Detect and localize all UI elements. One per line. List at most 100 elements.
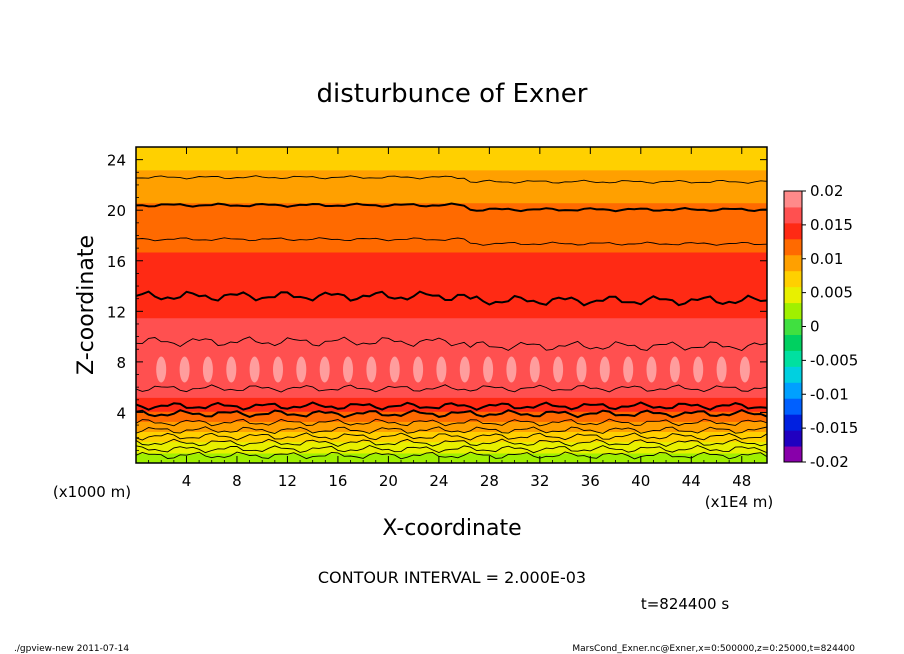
contour-band	[136, 345, 767, 348]
contour-band	[136, 259, 767, 262]
colorbar-swatch	[784, 446, 802, 463]
contour-band	[136, 206, 767, 209]
contour-band	[136, 325, 767, 328]
contour-band	[136, 433, 767, 436]
colorbar-label: 0.02	[810, 182, 843, 200]
contour-band	[136, 406, 767, 408]
contour-band	[136, 205, 767, 207]
contour-band	[136, 216, 767, 219]
colorbar-swatch	[784, 382, 802, 399]
contour-band	[136, 277, 767, 280]
contour-band	[136, 207, 767, 210]
y-tick-label: 12	[107, 303, 126, 321]
contour-band	[136, 192, 767, 195]
contour-band	[136, 297, 767, 300]
contour-band	[136, 221, 767, 224]
maximum-blob	[529, 356, 540, 383]
maximum-blob	[646, 356, 657, 383]
contour-band	[136, 232, 767, 235]
colorbar-swatch	[784, 254, 802, 272]
contour-band	[136, 380, 767, 383]
contour-band	[136, 318, 767, 321]
contour-band	[136, 379, 767, 382]
contour-band	[136, 191, 767, 194]
maximum-blob	[389, 356, 400, 383]
contour-band	[136, 150, 767, 153]
contour-band	[136, 346, 767, 349]
contour-band	[136, 203, 767, 206]
contour-band	[136, 322, 767, 325]
contour-band	[136, 198, 767, 201]
contour-band	[136, 245, 767, 248]
contour-band	[136, 420, 767, 422]
x-axis-label: X-coordinate	[382, 516, 521, 541]
contour-band	[136, 428, 767, 431]
contour-band	[136, 302, 767, 305]
x-tick-label: 36	[581, 472, 600, 490]
contour-band	[136, 217, 767, 220]
contour-band	[136, 403, 767, 406]
contour-line	[136, 237, 767, 246]
maximum-blob	[693, 356, 704, 383]
maximum-blob	[459, 356, 470, 383]
contour-band	[136, 167, 767, 170]
contour-band	[136, 354, 767, 357]
contour-band	[136, 291, 767, 293]
x-tick-label: 32	[530, 472, 549, 490]
contour-band	[136, 280, 767, 283]
contour-band	[136, 337, 767, 340]
y-tick-label: 4	[116, 404, 126, 422]
contour-band	[136, 353, 767, 355]
contour-band	[136, 365, 767, 368]
contour-band	[136, 342, 767, 345]
contour-band	[136, 153, 767, 156]
colorbar-swatch	[784, 398, 802, 415]
colorbar-swatch	[784, 350, 802, 367]
contour-band	[136, 418, 767, 421]
contour-band	[136, 147, 767, 149]
contour-band	[136, 332, 767, 335]
contour-band	[136, 377, 767, 379]
y-tick-label: 24	[107, 152, 126, 170]
contour-band	[136, 423, 767, 426]
contour-line	[136, 401, 767, 411]
contour-band	[136, 269, 767, 272]
contour-band	[136, 326, 767, 329]
maximum-blob	[483, 356, 494, 383]
contour-band	[136, 311, 767, 314]
contour-band	[136, 360, 767, 363]
contour-band	[136, 168, 767, 171]
maximum-blob	[179, 356, 190, 383]
colorbar-swatch	[784, 270, 802, 288]
x-tick-label: 40	[631, 472, 650, 490]
contour-band	[136, 255, 767, 258]
contour-band	[136, 374, 767, 377]
contour-band	[136, 225, 767, 228]
contour-band	[136, 449, 767, 451]
contour-band	[136, 240, 767, 243]
contour-band	[136, 340, 767, 343]
contour-band	[136, 441, 767, 444]
colorbar-label: -0.005	[810, 351, 858, 369]
contour-band	[136, 389, 767, 392]
contour-band	[136, 432, 767, 435]
contour-band	[136, 222, 767, 225]
contour-band	[136, 447, 767, 450]
contour-band	[136, 396, 767, 398]
contour-band	[136, 339, 767, 341]
contour-lines	[136, 175, 767, 460]
contour-band	[136, 303, 767, 306]
maximum-blob	[506, 356, 517, 383]
contour-band	[136, 442, 767, 445]
contour-band	[136, 181, 767, 183]
contour-band	[136, 413, 767, 416]
contour-band	[136, 288, 767, 291]
contour-band	[136, 355, 767, 358]
contour-band	[136, 369, 767, 372]
contour-band	[136, 154, 767, 157]
colorbar-label: 0.005	[810, 284, 853, 302]
contour-band	[136, 173, 767, 176]
maximum-blob	[739, 356, 750, 383]
contour-line	[136, 409, 767, 419]
contour-band	[136, 163, 767, 166]
